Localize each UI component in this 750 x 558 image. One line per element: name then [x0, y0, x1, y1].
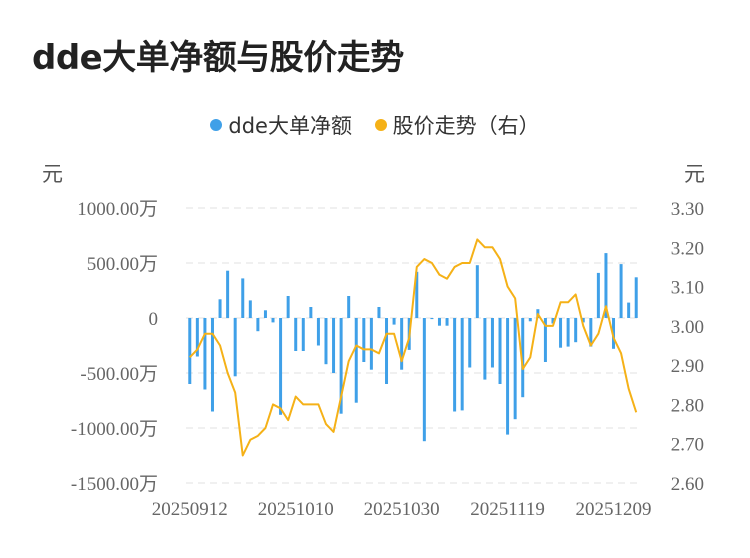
bar	[400, 318, 404, 370]
bar	[210, 318, 214, 412]
bar	[596, 272, 600, 318]
bar	[301, 318, 305, 351]
y-right-tick-label: 3.00	[671, 317, 704, 338]
bar	[354, 318, 358, 403]
bar	[188, 318, 192, 384]
bar	[392, 318, 396, 325]
x-tick-label: 20251030	[364, 499, 440, 520]
bar	[316, 318, 320, 346]
bar	[339, 318, 343, 414]
bar	[362, 318, 366, 362]
bar	[415, 271, 419, 318]
bar	[377, 307, 381, 318]
bar	[498, 318, 502, 384]
chart-legend: dde大单净额 股价走势（右）	[0, 110, 750, 140]
y-right-tick-label: 3.10	[671, 278, 704, 299]
bar	[241, 278, 245, 318]
bar	[521, 318, 525, 398]
bar	[226, 270, 230, 318]
bar	[286, 296, 290, 318]
bar	[634, 277, 638, 318]
bar	[271, 318, 275, 323]
bar	[468, 318, 472, 368]
bar	[195, 318, 199, 357]
y-right-tick-label: 2.90	[671, 356, 704, 377]
y-left-tick-label: -1000.00万	[71, 419, 158, 440]
bar	[566, 318, 570, 347]
bar	[279, 318, 283, 415]
y-right-tick-label: 2.80	[671, 395, 704, 416]
y-right-tick-label: 3.30	[671, 199, 704, 220]
y-left-tick-label: -1500.00万	[71, 474, 158, 495]
bar	[483, 318, 487, 380]
bar	[437, 318, 441, 326]
bar	[506, 318, 510, 435]
bar	[574, 318, 578, 343]
legend-item-bar[interactable]: dde大单净额	[210, 110, 352, 140]
bar	[445, 318, 449, 326]
bar	[551, 318, 555, 324]
bar	[490, 318, 494, 368]
bar	[263, 310, 267, 318]
bar	[475, 265, 479, 318]
price-line	[189, 238, 638, 457]
bar	[619, 264, 623, 318]
bar	[203, 318, 207, 390]
bar	[309, 307, 313, 318]
legend-item-line[interactable]: 股价走势（右）	[374, 110, 540, 140]
bar	[248, 300, 252, 318]
bar	[430, 318, 434, 320]
bar	[332, 318, 336, 373]
y-left-tick-label: 0	[149, 309, 159, 330]
bar	[581, 318, 585, 323]
y-right-tick-label: 3.20	[671, 238, 704, 259]
bar	[347, 296, 351, 318]
right-axis-unit: 元	[684, 162, 705, 186]
legend-bar-label: dde大单净额	[228, 114, 352, 138]
bar	[460, 318, 464, 411]
bar	[294, 318, 298, 351]
bar	[513, 318, 517, 420]
bar	[528, 318, 532, 322]
bar	[627, 302, 631, 318]
bar	[369, 318, 373, 370]
bar	[604, 253, 608, 318]
legend-bar-swatch	[210, 119, 223, 131]
bar	[559, 318, 563, 348]
bar	[218, 299, 222, 318]
bar	[543, 318, 547, 362]
bar	[324, 318, 328, 365]
x-tick-label: 20251209	[576, 499, 652, 520]
y-left-tick-label: -500.00万	[80, 364, 158, 385]
legend-line-label: 股价走势（右）	[392, 114, 540, 138]
x-tick-label: 20251010	[258, 499, 334, 520]
y-right-tick-label: 2.70	[671, 435, 704, 456]
y-left-tick-label: 1000.00万	[77, 199, 158, 220]
y-left-tick-label: 500.00万	[87, 254, 158, 275]
bar	[589, 318, 593, 347]
bar	[233, 318, 237, 377]
chart-title: dde大单净额与股价走势	[32, 38, 404, 78]
bar	[422, 318, 426, 442]
x-tick-label: 20250912	[152, 499, 228, 520]
left-axis-unit: 元	[42, 162, 63, 186]
bar	[256, 318, 260, 332]
legend-line-swatch	[374, 119, 387, 131]
bar	[385, 318, 389, 384]
bar	[453, 318, 457, 412]
x-tick-label: 20251119	[470, 499, 545, 520]
y-right-tick-label: 2.60	[671, 474, 704, 495]
